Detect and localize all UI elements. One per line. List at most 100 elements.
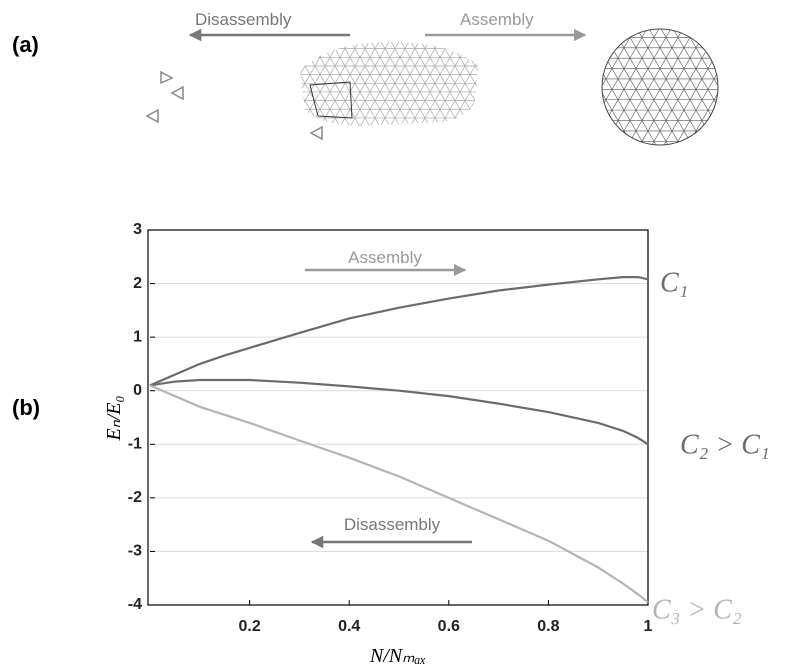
mesh-edge	[759, 27, 798, 147]
mesh-edge	[51, 27, 120, 147]
mesh-edge	[780, 27, 798, 147]
mesh-edge	[504, 27, 573, 147]
mesh-edge	[210, 40, 262, 130]
mesh-edge	[500, 40, 552, 130]
mesh-edge	[168, 27, 237, 147]
y-axis-label: Eₙ/E₀	[103, 396, 125, 442]
mesh-edge	[336, 27, 405, 147]
mesh-edge	[379, 42, 433, 126]
mesh-edge	[738, 40, 790, 130]
mesh-edge	[108, 40, 160, 130]
legend-label: C₁	[660, 267, 688, 298]
mesh-edge	[291, 27, 360, 147]
mesh-edge	[171, 27, 240, 147]
mesh-edge	[220, 40, 272, 130]
mesh-edge	[0, 40, 12, 130]
mesh-edge	[778, 40, 798, 130]
mesh-edge	[628, 40, 680, 130]
mesh-edge	[159, 27, 228, 147]
mesh-edge	[790, 40, 798, 130]
x-tick-label: 0.8	[537, 618, 559, 635]
mesh-edge	[329, 42, 383, 126]
mesh-edge	[347, 42, 401, 126]
mesh-edge	[735, 27, 798, 147]
mesh-edge	[87, 27, 156, 147]
mesh-edge	[488, 40, 540, 130]
mesh-edge	[507, 27, 576, 147]
mesh-edge	[397, 42, 451, 126]
mesh-edge	[720, 27, 789, 147]
mesh-edge	[732, 27, 798, 147]
mesh-edge	[538, 40, 590, 130]
mesh-edge	[138, 40, 190, 130]
mesh-edge	[630, 40, 682, 130]
y-tick-label: 1	[133, 328, 142, 345]
mesh-edge	[459, 42, 478, 126]
mesh-edge	[602, 29, 649, 145]
mesh-edge	[180, 40, 232, 130]
mesh-edge	[228, 40, 280, 130]
mesh-edge	[75, 27, 144, 147]
mesh-edge	[528, 27, 597, 147]
mesh-edge	[148, 40, 200, 130]
mesh-edge	[614, 29, 685, 145]
mesh-edge	[0, 40, 2, 130]
mesh-edge	[671, 29, 718, 145]
mesh-edge	[528, 40, 580, 130]
mesh-edge	[100, 40, 152, 130]
mesh-edge	[267, 27, 336, 147]
mesh-edge	[623, 29, 694, 145]
mesh-edge	[367, 42, 421, 126]
mesh-edge	[230, 40, 282, 130]
mesh-edge	[560, 40, 612, 130]
legend-label: C₃ > C₂	[652, 594, 742, 625]
mesh-edge	[508, 40, 560, 130]
mesh-edge	[768, 27, 798, 147]
mesh-edge	[686, 29, 718, 145]
mesh-edge	[130, 40, 182, 130]
mesh-edge	[658, 40, 710, 130]
mesh-edge	[447, 42, 478, 126]
mesh-edge	[99, 27, 168, 147]
y-tick-label: -3	[128, 543, 142, 560]
mesh-edge	[357, 42, 411, 126]
mesh-edge	[435, 27, 504, 147]
mesh-edge	[40, 40, 92, 130]
mesh-edge	[300, 42, 301, 126]
mesh-edge	[198, 40, 250, 130]
mesh-edge	[480, 40, 532, 130]
y-tick-label: -4	[128, 596, 142, 613]
mesh-edge	[771, 27, 798, 147]
mesh-edge	[471, 27, 540, 147]
mesh-edge	[728, 40, 780, 130]
x-tick-label: 0.6	[438, 618, 460, 635]
mesh-edge	[78, 40, 130, 130]
mesh-edge	[662, 29, 718, 145]
series-line	[149, 384, 649, 604]
mesh-edge	[204, 27, 273, 147]
mesh-edge	[417, 42, 471, 126]
mesh-edge	[638, 40, 690, 130]
plot: -4 -3 -2 -1 0 1 2 3 0.2 0.4 0.6 0.8 1 C₁ C₂ > C₁ C₃ > C…	[128, 221, 770, 635]
mesh-edge	[409, 42, 463, 126]
mesh-edge	[300, 42, 303, 126]
shell-outline	[601, 28, 719, 146]
mesh-edge	[530, 40, 582, 130]
mesh-edge	[432, 27, 501, 147]
mesh-edge	[118, 40, 170, 130]
mesh-edge	[300, 42, 311, 126]
y-tick-label: 0	[133, 382, 142, 399]
mesh-edge	[387, 42, 441, 126]
mesh-edge	[188, 40, 240, 130]
mesh-edge	[300, 42, 323, 126]
y-tick-label: -2	[128, 489, 142, 506]
mesh-edge	[144, 27, 213, 147]
mesh-edge	[483, 27, 552, 147]
mesh-edge	[98, 40, 150, 130]
mesh-edge	[683, 29, 718, 145]
mesh-edge	[578, 40, 630, 130]
mesh-edge	[240, 40, 292, 130]
mesh-edge	[602, 29, 658, 145]
mesh-edge	[351, 27, 420, 147]
mesh-edge	[602, 29, 634, 145]
